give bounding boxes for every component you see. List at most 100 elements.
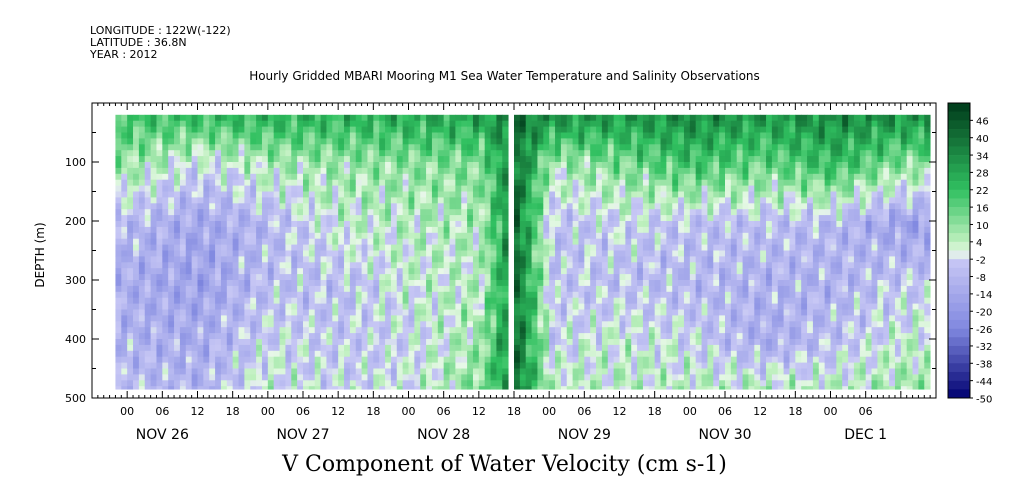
- heatmap-cell: [191, 191, 198, 198]
- heatmap-cell: [156, 120, 163, 127]
- heatmap-cell: [285, 280, 292, 287]
- heatmap-cell: [261, 250, 269, 257]
- heatmap-cell: [701, 280, 708, 287]
- heatmap-cell: [689, 138, 697, 145]
- heatmap-cell: [168, 374, 175, 381]
- heatmap-cell: [719, 344, 726, 352]
- heatmap-cell: [215, 339, 222, 346]
- heatmap-cell: [256, 197, 263, 204]
- heatmap-cell: [226, 344, 234, 352]
- heatmap-cell: [121, 232, 128, 240]
- heatmap-cell: [619, 380, 626, 387]
- heatmap-cell: [367, 374, 374, 381]
- heatmap-cell: [449, 238, 456, 245]
- heatmap-cell: [402, 268, 409, 275]
- heatmap-cell: [396, 309, 404, 316]
- heatmap-cell: [631, 162, 638, 169]
- heatmap-cell: [150, 179, 157, 186]
- heatmap-cell: [719, 132, 726, 139]
- heatmap-cell: [232, 226, 239, 234]
- heatmap-cell: [261, 274, 269, 281]
- heatmap-cell: [197, 238, 204, 245]
- heatmap-cell: [596, 368, 603, 375]
- heatmap-cell: [144, 280, 152, 287]
- heatmap-cell: [279, 344, 286, 352]
- heatmap-cell: [590, 162, 597, 169]
- heatmap-cell: [373, 268, 380, 275]
- heatmap-cell: [385, 120, 392, 127]
- heatmap-cell: [549, 250, 556, 257]
- heatmap-cell: [303, 126, 310, 133]
- heatmap-cell: [431, 303, 439, 310]
- heatmap-cell: [490, 215, 497, 222]
- heatmap-cell: [338, 120, 345, 127]
- heatmap-cell: [320, 309, 327, 316]
- heatmap-cell: [367, 138, 374, 145]
- heatmap-cell: [443, 344, 450, 352]
- heatmap-cell: [162, 280, 169, 287]
- heatmap-cell: [232, 150, 239, 157]
- heatmap-cell: [449, 197, 456, 204]
- heatmap-cell: [478, 162, 486, 169]
- heatmap-cell: [303, 344, 310, 352]
- heatmap-cell: [631, 297, 638, 304]
- heatmap-cell: [191, 156, 198, 163]
- heatmap-cell: [496, 179, 503, 186]
- heatmap-cell: [619, 203, 626, 210]
- heatmap-cell: [203, 309, 210, 316]
- heatmap-cell: [736, 191, 743, 198]
- heatmap-cell: [596, 162, 603, 169]
- heatmap-cell: [578, 268, 585, 275]
- heatmap-cell: [443, 221, 450, 228]
- heatmap-cell: [672, 162, 679, 169]
- heatmap-cell: [678, 244, 685, 251]
- heatmap-cell: [654, 327, 661, 334]
- heatmap-cell: [555, 386, 562, 390]
- heatmap-cell: [115, 285, 122, 293]
- heatmap-cell: [420, 215, 427, 222]
- heatmap-cell: [695, 344, 702, 352]
- heatmap-cell: [390, 244, 398, 251]
- heatmap-cell: [613, 150, 620, 157]
- heatmap-cell: [379, 191, 386, 198]
- heatmap-cell: [678, 303, 685, 310]
- heatmap-cell: [209, 309, 216, 316]
- heatmap-cell: [613, 197, 620, 204]
- heatmap-cell: [215, 221, 222, 228]
- heatmap-cell: [666, 262, 673, 269]
- heatmap-cell: [666, 327, 673, 334]
- heatmap-cell: [472, 173, 480, 181]
- heatmap-cell: [537, 339, 544, 346]
- heatmap-cell: [578, 144, 585, 151]
- heatmap-cell: [320, 315, 327, 322]
- heatmap-cell: [285, 268, 292, 275]
- heatmap-cell: [719, 232, 726, 240]
- heatmap-cell: [584, 297, 591, 304]
- heatmap-cell: [138, 215, 146, 222]
- heatmap-cell: [314, 250, 321, 257]
- heatmap-cell: [426, 268, 433, 275]
- heatmap-cell: [543, 380, 550, 387]
- heatmap-cell: [666, 344, 673, 352]
- heatmap-cell: [660, 274, 667, 281]
- heatmap-cell: [144, 285, 152, 293]
- heatmap-cell: [355, 297, 363, 304]
- heatmap-cell: [138, 309, 146, 316]
- heatmap-cell: [168, 209, 175, 216]
- heatmap-cell: [625, 262, 632, 269]
- heatmap-cell: [133, 138, 140, 145]
- heatmap-cell: [549, 368, 556, 375]
- heatmap-cell: [537, 274, 544, 281]
- heatmap-cell: [560, 356, 568, 363]
- heatmap-cell: [461, 173, 468, 181]
- heatmap-cell: [232, 339, 239, 346]
- heatmap-cell: [543, 226, 550, 234]
- heatmap-cell: [461, 209, 468, 216]
- heatmap-cell: [730, 262, 738, 269]
- heatmap-cell: [502, 232, 509, 240]
- heatmap-cell: [344, 321, 351, 328]
- heatmap-cell: [121, 309, 128, 316]
- heatmap-cell: [625, 309, 632, 316]
- heatmap-cell: [555, 368, 562, 375]
- heatmap-cell: [133, 162, 140, 169]
